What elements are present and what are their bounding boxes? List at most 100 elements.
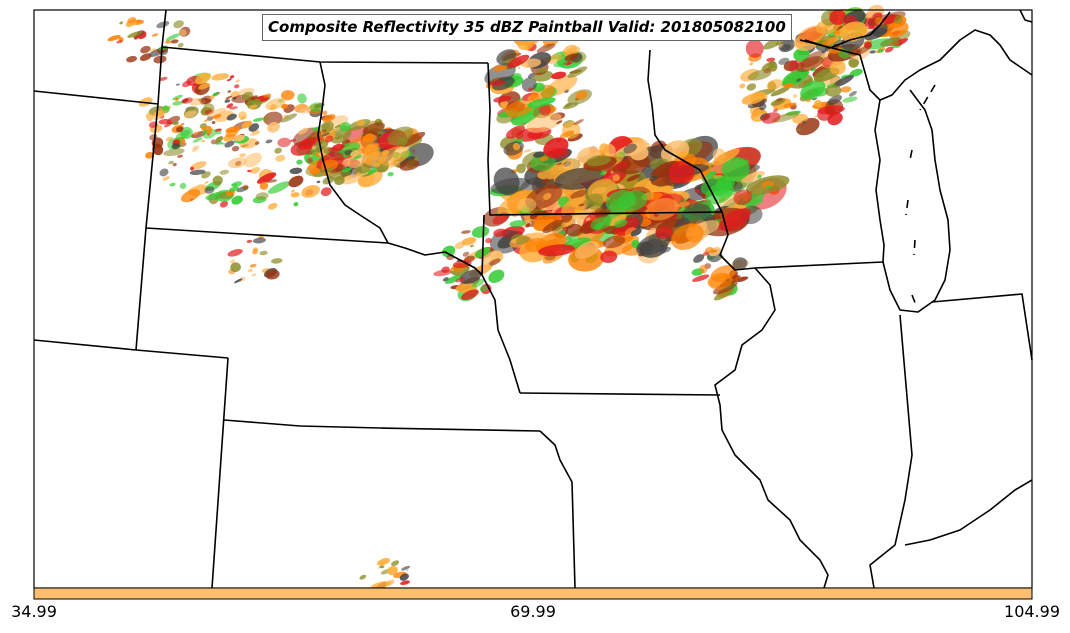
reflectivity-blob [234,84,240,89]
reflectivity-blob [450,268,455,272]
reflectivity-blob [600,250,618,263]
reflectivity-blob [263,111,283,126]
reflectivity-blob [344,176,353,181]
reflectivity-blob [757,174,762,179]
reflectivity-blob [565,46,581,56]
reflectivity-blob [749,62,754,66]
reflectivity-blob [378,134,382,137]
reflectivity-blob [324,135,334,143]
reflectivity-blob [309,167,321,175]
reflectivity-blob [320,132,330,137]
reflectivity-blob [556,120,563,125]
reflectivity-blob [528,112,533,115]
reflectivity-blob [228,186,239,192]
reflectivity-blob [455,277,466,283]
reflectivity-blob [517,66,521,70]
reflectivity-blob [250,95,258,101]
reflectivity-blob [676,150,689,159]
reflectivity-blob [694,188,700,193]
reflectivity-blob [797,25,826,45]
reflectivity-blob [225,128,239,138]
reflectivity-blob [526,112,562,133]
reflectivity-blob [546,53,563,64]
reflectivity-blob [713,287,734,301]
reflectivity-blob [140,45,151,54]
reflectivity-blob [541,178,549,184]
reflectivity-blob [441,245,456,257]
reflectivity-blob [209,94,216,100]
reflectivity-blob [307,157,313,164]
reflectivity-blob [233,134,245,142]
reflectivity-blob [159,168,169,177]
reflectivity-blob [206,107,227,118]
reflectivity-blob [172,162,177,167]
reflectivity-blob [376,558,391,566]
reflectivity-blob [177,154,184,158]
reflectivity-blob [362,122,386,135]
reflectivity-blob [252,237,266,244]
colorbar-tick-max: 104.99 [1004,602,1060,621]
reflectivity-blob [783,103,792,109]
reflectivity-blob [271,258,283,264]
reflectivity-blob [320,187,332,197]
reflectivity-blob [796,78,802,82]
reflectivity-blob [553,60,568,68]
reflectivity-blob [116,40,123,44]
reflectivity-blob [179,123,185,126]
reflectivity-blob [301,185,321,198]
map-title: Composite Reflectivity 35 dBZ Paintball … [262,14,792,41]
reflectivity-blob [172,101,183,106]
reflectivity-blob [452,260,472,269]
reflectivity-blob [770,86,791,97]
reflectivity-blob [231,145,240,152]
reflectivity-blob [240,116,247,120]
reflectivity-blob [322,114,336,123]
reflectivity-blob [190,166,194,171]
reflectivity-blob [507,54,530,68]
reflectivity-blob [227,157,247,169]
reflectivity-blob [165,33,181,41]
reflectivity-blob [567,66,588,78]
reflectivity-blob [289,139,296,142]
reflectivity-blob [829,59,846,76]
reflectivity-blob [259,250,268,256]
reflectivity-blob [469,244,474,248]
reflectivity-blob [462,251,470,257]
reflectivity-blob [219,200,229,208]
reflectivity-blob [608,214,627,226]
lake-michigan [874,29,1033,313]
reflectivity-blob [211,120,216,125]
reflectivity-blob [711,148,740,166]
reflectivity-blob [172,121,179,126]
reflectivity-blob [246,239,253,243]
reflectivity-blob [562,102,579,110]
reflectivity-blob [193,131,199,135]
reflectivity-blob [832,30,842,35]
reflectivity-blob [177,42,184,48]
reflectivity-blob [821,50,827,54]
reflectivity-blob [759,103,767,111]
reflectivity-blob [776,97,783,102]
reflectivity-blob [256,172,277,184]
reflectivity-blob [817,105,845,115]
reflectivity-blob [387,566,398,576]
reflectivity-blob [741,92,765,105]
reflectivity-blob [542,192,552,200]
reflectivity-blob [212,92,219,97]
reflectivity-blob [289,167,303,175]
reflectivity-blob [280,113,298,123]
reflectivity-blob [675,201,690,208]
reflectivity-blob [181,97,193,104]
reflectivity-blob [293,202,299,207]
reflectivity-blob [176,126,184,133]
reflectivity-blob [232,97,237,100]
reflectivity-blob [671,223,704,250]
reflectivity-blob [145,112,154,122]
reflectivity-blob [521,77,537,93]
reflectivity-blob [517,197,537,213]
reflectivity-blob [226,113,237,121]
reflectivity-blob [250,167,261,174]
reflectivity-blob [747,98,768,109]
reflectivity-blob [164,122,173,128]
reflectivity-blob [599,143,610,154]
